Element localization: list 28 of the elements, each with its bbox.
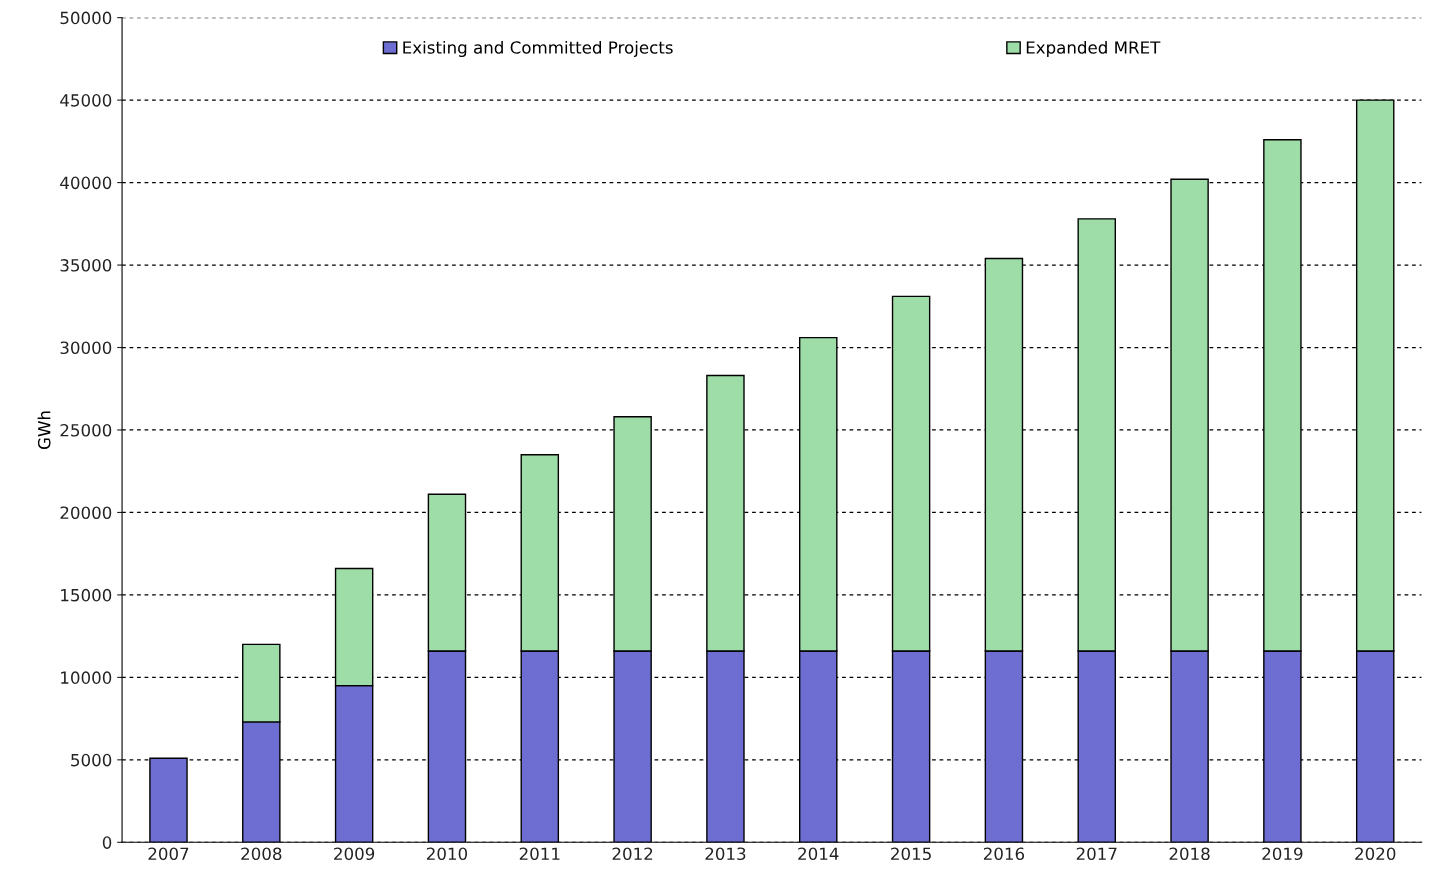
x-tick-label: 2012	[612, 847, 653, 861]
x-tick-label: 2011	[519, 847, 560, 861]
x-tick-label: 2007	[148, 847, 189, 861]
x-tick-label: 2015	[891, 847, 931, 861]
y-tick-label: 45000	[60, 94, 112, 107]
x-tick-label: 2020	[1355, 847, 1396, 861]
legend-label: Existing and Committed Projects	[403, 40, 673, 58]
x-tick-label: 2008	[241, 847, 282, 861]
y-tick-label: 20000	[60, 506, 112, 520]
x-tick-label: 2017	[1076, 847, 1117, 861]
x-tick-label: 2014	[798, 847, 839, 861]
y-tick-label: 50000	[60, 11, 112, 25]
x-tick-label: 2013	[705, 847, 746, 861]
x-tick-label: 2016	[983, 847, 1025, 861]
y-tick-label: 40000	[60, 176, 112, 190]
x-tick-label: 2009	[334, 847, 375, 861]
y-tick-label: 0	[102, 836, 112, 849]
y-tick-label: 25000	[60, 423, 112, 437]
y-tick-label: 35000	[60, 259, 112, 272]
y-tick-label: 5000	[71, 753, 112, 767]
y-axis-title: GWh	[37, 411, 51, 450]
y-tick-label: 10000	[61, 671, 112, 684]
x-tick-label: 2019	[1262, 847, 1303, 861]
y-tick-label: 30000	[60, 341, 112, 355]
x-tick-label: 2010	[426, 847, 468, 861]
y-tick-label: 15000	[61, 588, 112, 602]
legend-label: Expanded MRET	[1026, 40, 1161, 58]
x-tick-label: 2018	[1169, 847, 1210, 861]
